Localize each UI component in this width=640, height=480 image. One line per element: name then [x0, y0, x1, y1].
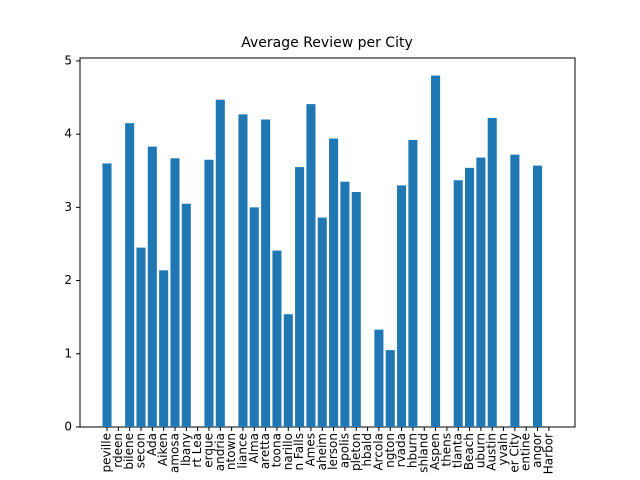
x-tick-label: narillo [281, 433, 295, 470]
bar [408, 140, 418, 427]
bar [510, 154, 520, 427]
bar [487, 118, 497, 428]
y-tick-label: 2 [64, 273, 72, 287]
bar [397, 185, 407, 427]
bar [125, 123, 135, 428]
bar [215, 99, 225, 427]
bar [476, 157, 486, 428]
bar [283, 314, 293, 427]
x-tick-label: Alma [247, 433, 261, 464]
x-tick-label: aheim [315, 433, 329, 470]
x-tick-label: n Falls [292, 433, 306, 471]
x-tick-label: rvada [394, 433, 408, 467]
bar [238, 114, 248, 427]
x-tick-label: tlanta [451, 433, 465, 468]
x-tick-label: Ada [145, 433, 159, 456]
x-tick-label: toona [269, 433, 283, 467]
bar [102, 163, 112, 427]
bar [136, 247, 146, 427]
x-tick-label: er City [507, 433, 521, 473]
bar [204, 159, 214, 427]
x-tick-label: angor [530, 433, 544, 468]
x-tick-label: lerson [326, 433, 340, 470]
bar [340, 181, 350, 427]
x-tick-label: Austin [485, 433, 499, 471]
x-tick-label: secon [133, 433, 147, 468]
bar [295, 167, 305, 427]
x-tick-label: thens [439, 433, 453, 467]
x-tick-label: aretta [258, 433, 272, 469]
x-tick-label: hburn [405, 433, 419, 468]
bar [147, 146, 157, 427]
x-tick-label: peville [100, 433, 114, 473]
x-tick-label: bilene [122, 433, 136, 470]
x-tick-label: liance [235, 433, 249, 469]
bar [317, 217, 327, 427]
x-tick-label: entine [519, 433, 533, 471]
bar [249, 207, 259, 427]
x-tick-label: erque [201, 433, 215, 468]
x-tick-label: rt Lea [190, 433, 204, 468]
x-tick-label: andria [213, 433, 227, 471]
bar [272, 250, 282, 427]
bar [453, 180, 463, 427]
bar [431, 75, 441, 428]
x-tick-label: pleton [349, 433, 363, 471]
x-tick-label: Aiken [156, 433, 170, 466]
bar [329, 138, 339, 428]
x-tick-label: Aspen [428, 433, 442, 470]
bar [181, 203, 191, 427]
x-tick-label: rdeen [111, 433, 125, 468]
x-tick-label: Ames [303, 433, 317, 467]
bar [261, 119, 271, 427]
x-tick-label: yvaln [496, 433, 510, 466]
x-tick-label: Harbor [541, 433, 555, 474]
y-tick-label: 4 [64, 127, 72, 141]
bar [159, 270, 169, 427]
x-tick-label: hbald [360, 433, 374, 467]
bar [306, 104, 316, 427]
x-tick-label: shland [417, 433, 431, 473]
x-tick-label: lbany [179, 433, 193, 466]
y-tick-label: 5 [64, 53, 72, 67]
bar [385, 350, 395, 427]
x-tick-label: Arcola [371, 433, 385, 471]
bar [533, 165, 543, 427]
bar [351, 191, 361, 427]
x-tick-label: apolis [337, 433, 351, 468]
x-tick-label: Beach [462, 433, 476, 470]
axes-frame [79, 57, 576, 428]
x-tick-label: ntown [224, 433, 238, 470]
x-tick-label: uburn [473, 433, 487, 468]
bar [374, 329, 384, 427]
bar [170, 158, 180, 427]
bar [465, 167, 475, 428]
y-tick-label: 0 [64, 420, 72, 434]
x-tick-label: amosa [167, 433, 181, 473]
y-tick-label: 3 [64, 200, 72, 214]
x-tick-label: ngton [383, 433, 397, 468]
chart-title: Average Review per City [241, 35, 413, 51]
y-tick-label: 1 [64, 346, 72, 360]
